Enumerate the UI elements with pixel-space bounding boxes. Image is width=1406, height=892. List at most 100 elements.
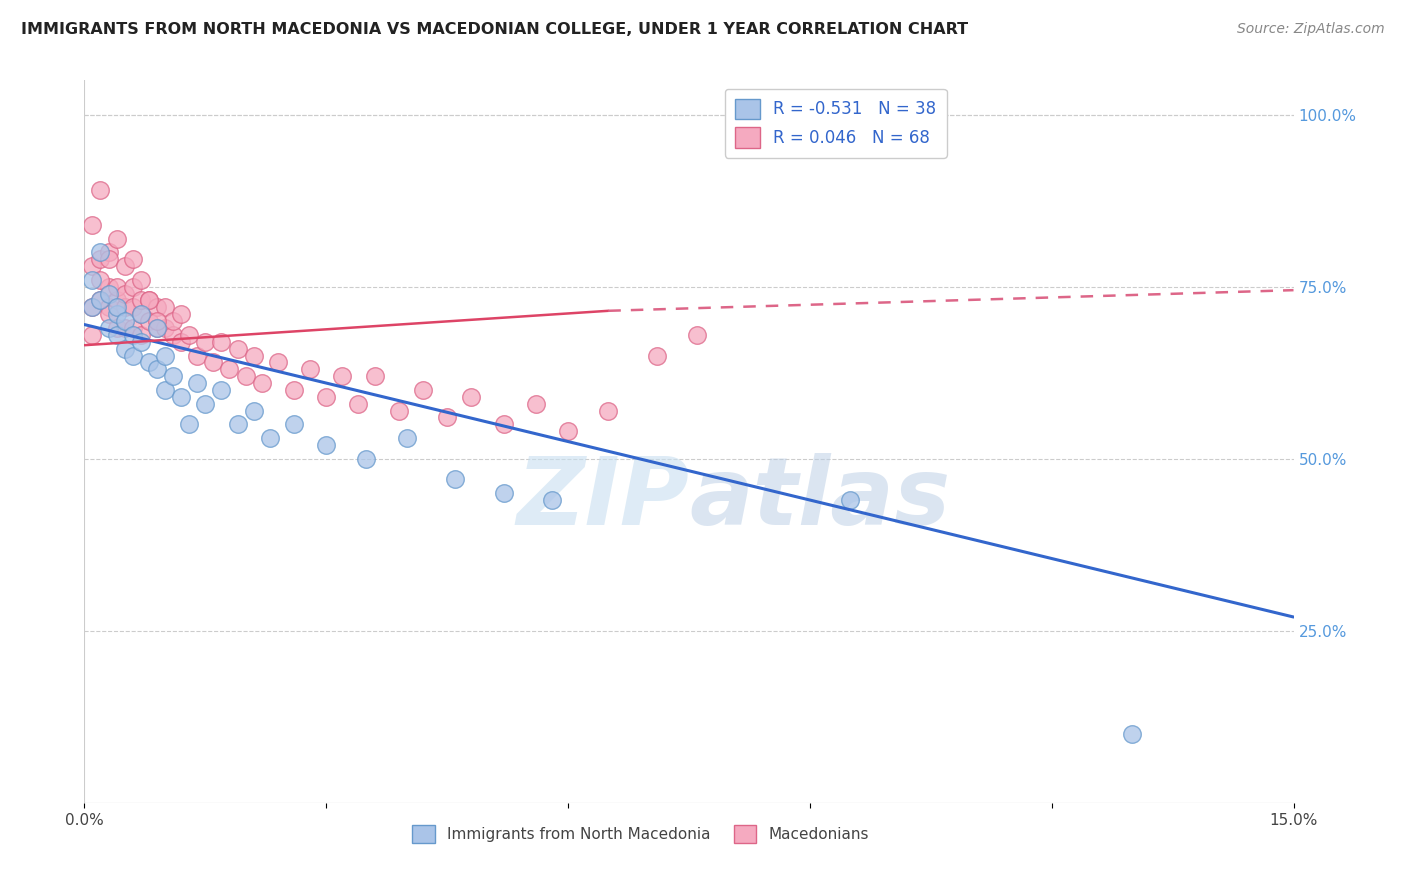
Point bbox=[97, 307, 120, 321]
Point bbox=[121, 301, 143, 315]
Point bbox=[645, 349, 668, 363]
Point bbox=[162, 369, 184, 384]
Point bbox=[89, 293, 111, 308]
Point bbox=[129, 307, 152, 321]
Point bbox=[202, 355, 225, 369]
Point bbox=[209, 383, 232, 397]
Point bbox=[250, 376, 273, 390]
Point bbox=[598, 403, 620, 417]
Point bbox=[388, 403, 411, 417]
Point bbox=[114, 286, 136, 301]
Point bbox=[114, 342, 136, 356]
Point bbox=[121, 349, 143, 363]
Point bbox=[395, 431, 418, 445]
Point bbox=[97, 252, 120, 267]
Point bbox=[839, 493, 862, 508]
Point bbox=[138, 314, 160, 328]
Point bbox=[105, 279, 128, 293]
Point bbox=[153, 383, 176, 397]
Point bbox=[82, 301, 104, 315]
Point bbox=[235, 369, 257, 384]
Point bbox=[114, 321, 136, 335]
Point bbox=[153, 321, 176, 335]
Point bbox=[89, 293, 111, 308]
Point bbox=[242, 403, 264, 417]
Point bbox=[194, 334, 217, 349]
Point bbox=[412, 383, 434, 397]
Point bbox=[460, 390, 482, 404]
Point bbox=[138, 293, 160, 308]
Point bbox=[82, 327, 104, 342]
Point bbox=[179, 417, 201, 432]
Point bbox=[162, 314, 184, 328]
Point bbox=[121, 321, 143, 335]
Point bbox=[82, 259, 104, 273]
Point bbox=[299, 362, 322, 376]
Point bbox=[89, 183, 111, 197]
Point bbox=[492, 417, 515, 432]
Point bbox=[114, 259, 136, 273]
Point bbox=[82, 301, 104, 315]
Point bbox=[105, 321, 128, 335]
Text: Source: ZipAtlas.com: Source: ZipAtlas.com bbox=[1237, 22, 1385, 37]
Point bbox=[114, 301, 136, 315]
Point bbox=[121, 279, 143, 293]
Point bbox=[218, 362, 240, 376]
Point bbox=[259, 431, 281, 445]
Point bbox=[186, 376, 208, 390]
Text: IMMIGRANTS FROM NORTH MACEDONIA VS MACEDONIAN COLLEGE, UNDER 1 YEAR CORRELATION : IMMIGRANTS FROM NORTH MACEDONIA VS MACED… bbox=[21, 22, 969, 37]
Point bbox=[146, 314, 169, 328]
Point bbox=[283, 383, 305, 397]
Point bbox=[105, 231, 128, 245]
Point bbox=[97, 286, 120, 301]
Point bbox=[226, 342, 249, 356]
Point bbox=[194, 397, 217, 411]
Point bbox=[105, 327, 128, 342]
Point bbox=[315, 390, 337, 404]
Point bbox=[315, 438, 337, 452]
Point bbox=[138, 355, 160, 369]
Point bbox=[557, 424, 579, 438]
Point bbox=[436, 410, 458, 425]
Text: ZIP: ZIP bbox=[516, 453, 689, 545]
Point bbox=[541, 493, 564, 508]
Point bbox=[267, 355, 290, 369]
Point bbox=[97, 321, 120, 335]
Point bbox=[105, 301, 128, 315]
Point bbox=[97, 301, 120, 315]
Point bbox=[129, 273, 152, 287]
Point bbox=[89, 252, 111, 267]
Point bbox=[283, 417, 305, 432]
Point bbox=[686, 327, 709, 342]
Point bbox=[242, 349, 264, 363]
Point bbox=[129, 307, 152, 321]
Legend: Immigrants from North Macedonia, Macedonians: Immigrants from North Macedonia, Macedon… bbox=[406, 819, 876, 849]
Point bbox=[170, 307, 193, 321]
Point bbox=[129, 293, 152, 308]
Point bbox=[97, 279, 120, 293]
Point bbox=[82, 218, 104, 232]
Point bbox=[121, 327, 143, 342]
Point bbox=[146, 362, 169, 376]
Point bbox=[209, 334, 232, 349]
Point bbox=[524, 397, 547, 411]
Point bbox=[129, 334, 152, 349]
Point bbox=[162, 327, 184, 342]
Point bbox=[146, 321, 169, 335]
Point bbox=[186, 349, 208, 363]
Point bbox=[363, 369, 385, 384]
Point bbox=[89, 245, 111, 260]
Point bbox=[153, 301, 176, 315]
Point bbox=[492, 486, 515, 500]
Point bbox=[226, 417, 249, 432]
Point bbox=[129, 327, 152, 342]
Text: atlas: atlas bbox=[689, 453, 950, 545]
Point bbox=[114, 314, 136, 328]
Point bbox=[170, 334, 193, 349]
Point bbox=[146, 301, 169, 315]
Point bbox=[82, 273, 104, 287]
Point bbox=[138, 293, 160, 308]
Point bbox=[121, 252, 143, 267]
Point bbox=[97, 245, 120, 260]
Point bbox=[170, 390, 193, 404]
